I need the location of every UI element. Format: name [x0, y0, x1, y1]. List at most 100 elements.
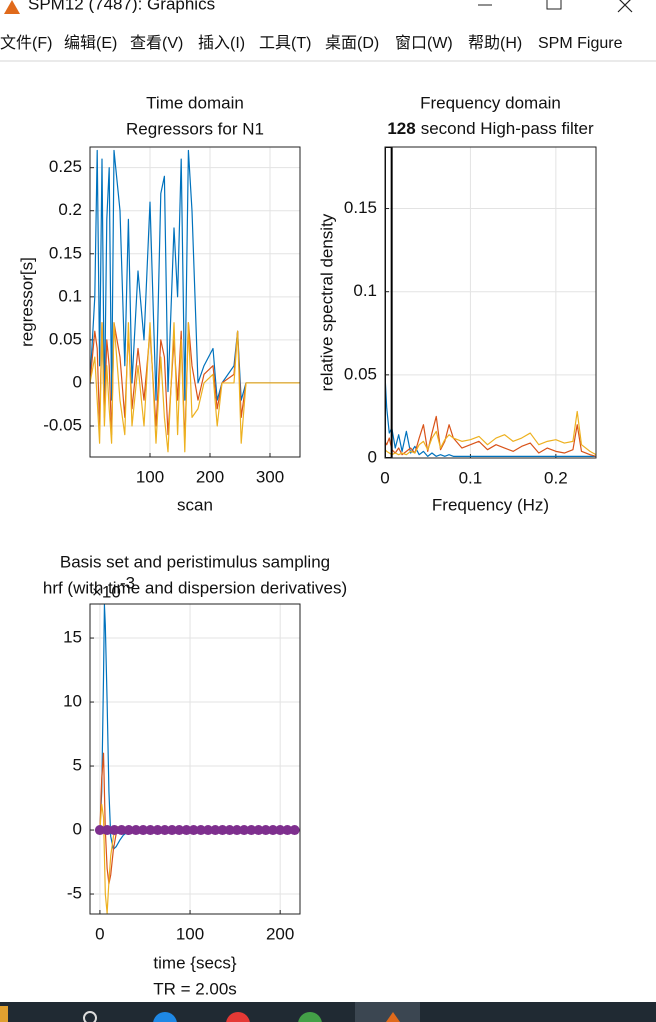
sample-point — [195, 825, 206, 836]
menu-item[interactable]: 帮助(H) — [468, 34, 522, 52]
x-tick-label: 200 — [196, 467, 224, 486]
axes-box — [89, 603, 301, 915]
sample-point — [130, 825, 141, 836]
chart-subtitle: 128 second High-pass filter — [387, 119, 594, 138]
x-tick-label: 0 — [95, 924, 104, 943]
menu-item[interactable]: 工具(T) — [259, 35, 311, 52]
y-tick-label: 0 — [73, 372, 82, 391]
sample-point — [152, 825, 163, 836]
taskbar-icon[interactable] — [0, 1006, 8, 1022]
sample-point — [167, 825, 178, 836]
sample-point — [217, 825, 228, 836]
chart: 0 100 200 -5 0 5 10 15 Basis set and peristimulu… — [43, 552, 347, 1022]
series-line — [385, 374, 596, 457]
menu-item[interactable]: 文件(F) — [0, 34, 52, 52]
y-axis-label: regressor[s] — [17, 257, 36, 347]
x-tick-label: 300 — [256, 467, 284, 486]
taskbar-icon[interactable] — [153, 1012, 177, 1022]
sample-point — [275, 825, 286, 836]
taskbar-icon[interactable] — [83, 1011, 97, 1022]
x-tick-label: 200 — [266, 924, 294, 943]
chart-title: hrf (with time and dispersion derivative… — [43, 578, 347, 597]
y-tick-label: 0.1 — [353, 281, 377, 300]
sample-point — [253, 825, 264, 836]
sample-point — [224, 825, 235, 836]
x-tick-label: 100 — [176, 924, 204, 943]
x-tick-label: 0.1 — [459, 468, 483, 487]
series-line — [90, 149, 300, 410]
taskbar-icon[interactable] — [226, 1012, 250, 1022]
subtitle-bold: 128 — [387, 119, 415, 138]
sample-point — [282, 825, 293, 836]
chart: 0 0.1 0.2 0 0.05 0.1 0.15 Frequency domain 128 se… — [317, 93, 597, 514]
plot-content — [90, 149, 300, 453]
x-axis-label: scan — [177, 495, 213, 514]
subtitle-text: second High-pass filter — [421, 119, 594, 138]
sample-point — [159, 825, 170, 836]
y-tick-label: 15 — [63, 628, 82, 647]
y-tick-label: 0.2 — [58, 200, 82, 219]
menu-bar: 文件(F) 编辑(E) 查看(V) 插入(I) 工具(T) 桌面(D) 窗口(W) 帮助(H)… — [0, 34, 623, 52]
y-tick-label: 0.15 — [49, 243, 82, 262]
taskbar-bg — [0, 1002, 656, 1022]
sample-point — [102, 825, 113, 836]
y-tick-label: 0.15 — [344, 198, 377, 217]
chart-title: Frequency domain — [420, 93, 561, 112]
sample-point — [123, 825, 134, 836]
plot-content — [385, 147, 596, 458]
sample-point — [94, 825, 105, 836]
sample-point — [267, 825, 278, 836]
y-tick-label: 0.05 — [344, 364, 377, 383]
taskbar — [0, 1002, 656, 1022]
y-tick-label: 5 — [73, 756, 82, 775]
y-tick-label: 10 — [63, 692, 82, 711]
plot-area — [385, 147, 596, 458]
sample-point — [260, 825, 271, 836]
chart: 100 200 300 -0.05 0 0.05 0.1 0.15 0.2 0.25 Time do… — [17, 93, 301, 514]
menu-item[interactable]: SPM Figure — [538, 35, 623, 52]
sample-point — [138, 825, 149, 836]
menu-item[interactable]: 查看(V) — [130, 34, 183, 52]
taskbar-icon — [386, 1012, 400, 1022]
sample-point — [174, 825, 185, 836]
sample-point — [181, 825, 192, 836]
sample-point — [289, 825, 300, 836]
axes-box — [384, 146, 597, 459]
chart-title: Regressors for N1 — [126, 119, 264, 138]
x-tick-label: 100 — [136, 467, 164, 486]
chart-title: Basis set and peristimulus sampling — [60, 552, 330, 571]
y-tick-label: 0.1 — [58, 286, 82, 305]
x-tick-label: 0.2 — [544, 468, 568, 487]
y-multiplier: ×10 — [92, 582, 121, 601]
app-icon — [4, 0, 20, 14]
series-line — [90, 322, 300, 444]
series-line — [90, 322, 300, 453]
x-axis-label: TR = 2.00s — [153, 979, 237, 998]
menu-item[interactable]: 编辑(E) — [64, 34, 117, 52]
y-tick-label: 0 — [73, 820, 82, 839]
maximize-button[interactable] — [546, 0, 562, 10]
menu-item[interactable]: 桌面(D) — [325, 34, 379, 52]
sample-point — [239, 825, 250, 836]
sample-point — [116, 825, 127, 836]
taskbar-icon[interactable] — [298, 1012, 322, 1022]
stopband — [385, 147, 393, 458]
y-tick-label: 0.05 — [49, 329, 82, 348]
menu-item[interactable]: 窗口(W) — [395, 34, 453, 52]
menu-item[interactable]: 插入(I) — [198, 34, 245, 52]
sample-point — [188, 825, 199, 836]
y-tick-label: 0.25 — [49, 157, 82, 176]
x-tick-label: 0 — [380, 468, 389, 487]
sample-point — [231, 825, 242, 836]
y-multiplier-power: -3 — [120, 573, 135, 592]
taskbar-active[interactable] — [355, 1002, 420, 1022]
series-line — [385, 410, 596, 456]
close-button[interactable] — [617, 0, 633, 13]
y-tick-label: -0.05 — [43, 415, 82, 434]
plot-area — [90, 604, 300, 914]
y-axis-label: relative spectral density — [317, 213, 336, 391]
sample-point — [246, 825, 257, 836]
